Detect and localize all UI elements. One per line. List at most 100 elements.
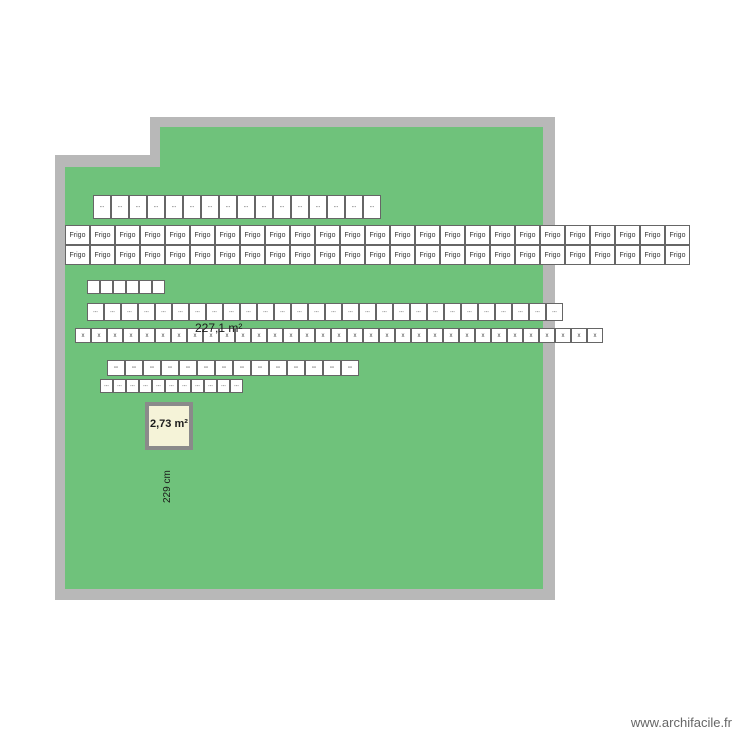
unit-cell: Frigo: [115, 245, 140, 265]
unit-cell: Frigo: [215, 225, 240, 245]
unit-cell: ⸱⸱⸱: [363, 195, 381, 219]
unit-cell: Frigo: [565, 245, 590, 265]
floorplan: ⸱⸱⸱⸱⸱⸱⸱⸱⸱⸱⸱⸱⸱⸱⸱⸱⸱⸱⸱⸱⸱⸱⸱⸱⸱⸱⸱⸱⸱⸱⸱⸱⸱⸱⸱⸱⸱⸱⸱⸱…: [65, 125, 565, 600]
unit-cell: Frigo: [240, 245, 265, 265]
unit-cell: ⸱⸱⸱: [138, 303, 155, 321]
unit-cell: Frigo: [590, 245, 615, 265]
unit-cell: x: [283, 328, 299, 343]
unit-cell: x: [475, 328, 491, 343]
unit-cell: x: [587, 328, 603, 343]
unit-cell: ⸱⸱⸱: [427, 303, 444, 321]
unit-cell: ⸱⸱⸱: [155, 303, 172, 321]
unit-cell: Frigo: [265, 225, 290, 245]
unit-cell: Frigo: [315, 225, 340, 245]
unit-cell: Frigo: [240, 225, 265, 245]
unit-cell: ▫▫: [179, 360, 197, 376]
small-room-dim: 229 cm: [162, 470, 173, 503]
unit-cell: Frigo: [565, 225, 590, 245]
main-area-label: 227,1 m²: [195, 321, 242, 335]
unit-cell: ⸱⸱⸱: [139, 379, 152, 393]
unit-cell: ⸱⸱⸱: [255, 195, 273, 219]
unit-cell: ⸱⸱⸱: [327, 195, 345, 219]
unit-cell: Frigo: [190, 245, 215, 265]
unit-cell: Frigo: [415, 245, 440, 265]
unit-cell: Frigo: [165, 245, 190, 265]
unit-cell: x: [379, 328, 395, 343]
unit-cell: ⸱⸱⸱: [342, 303, 359, 321]
unit-cell: Frigo: [365, 225, 390, 245]
unit-cell: ⸱⸱⸱: [172, 303, 189, 321]
row-hobs: ▫▫▫▫▫▫▫▫▫▫▫▫▫▫▫▫▫▫▫▫▫▫▫▫▫▫▫▫: [107, 360, 359, 376]
unit-cell: ⸱⸱⸱: [126, 379, 139, 393]
unit-cell: ⸱⸱⸱: [273, 195, 291, 219]
unit-cell: x: [539, 328, 555, 343]
unit-cell: x: [411, 328, 427, 343]
unit-cell: x: [363, 328, 379, 343]
unit-cell: ⸱⸱⸱: [291, 195, 309, 219]
unit-cell: ⸱⸱⸱: [104, 303, 121, 321]
watermark-link[interactable]: www.archifacile.fr: [631, 715, 732, 730]
unit-cell: Frigo: [490, 225, 515, 245]
unit-cell: ▫▫: [233, 360, 251, 376]
unit-cell: ⸱⸱⸱: [325, 303, 342, 321]
unit-cell: Frigo: [640, 225, 665, 245]
unit-cell: ⸱⸱⸱: [201, 195, 219, 219]
row-dots-b: xxxxxxxxxxxxxxxxxxxxxxxxxxxxxxxxx: [75, 328, 603, 343]
unit-cell: [139, 280, 152, 294]
unit-cell: ▫▫: [269, 360, 287, 376]
unit-cell: x: [427, 328, 443, 343]
unit-cell: ⸱⸱⸱: [495, 303, 512, 321]
unit-cell: x: [267, 328, 283, 343]
unit-cell: ⸱⸱⸱: [178, 379, 191, 393]
unit-cell: Frigo: [165, 225, 190, 245]
unit-cell: Frigo: [440, 225, 465, 245]
unit-cell: ⸱⸱⸱: [111, 195, 129, 219]
unit-cell: ⸱⸱⸱: [230, 379, 243, 393]
unit-cell: ⸱⸱⸱: [204, 379, 217, 393]
unit-cell: Frigo: [65, 225, 90, 245]
unit-cell: Frigo: [390, 245, 415, 265]
unit-cell: ⸱⸱⸱: [393, 303, 410, 321]
unit-cell: Frigo: [465, 245, 490, 265]
unit-cell: Frigo: [540, 245, 565, 265]
unit-cell: ▫▫: [341, 360, 359, 376]
unit-cell: ▫▫: [143, 360, 161, 376]
unit-cell: [126, 280, 139, 294]
unit-cell: Frigo: [340, 225, 365, 245]
unit-cell: ▫▫: [107, 360, 125, 376]
unit-cell: ⸱⸱⸱: [410, 303, 427, 321]
unit-cell: ⸱⸱⸱: [191, 379, 204, 393]
unit-cell: ⸱⸱⸱: [183, 195, 201, 219]
unit-cell: x: [139, 328, 155, 343]
unit-cell: ⸱⸱⸱: [100, 379, 113, 393]
unit-cell: ⸱⸱⸱: [237, 195, 255, 219]
unit-cell: Frigo: [665, 245, 690, 265]
unit-cell: ▫▫: [161, 360, 179, 376]
unit-cell: ⸱⸱⸱: [529, 303, 546, 321]
unit-cell: ⸱⸱⸱: [223, 303, 240, 321]
unit-cell: x: [523, 328, 539, 343]
unit-cell: Frigo: [90, 225, 115, 245]
unit-cell: ⸱⸱⸱: [461, 303, 478, 321]
unit-cell: ⸱⸱⸱: [121, 303, 138, 321]
unit-cell: [152, 280, 165, 294]
unit-cell: [113, 280, 126, 294]
unit-cell: x: [315, 328, 331, 343]
unit-cell: Frigo: [365, 245, 390, 265]
unit-cell: Frigo: [290, 245, 315, 265]
unit-cell: ▫▫: [125, 360, 143, 376]
unit-cell: ▫▫: [251, 360, 269, 376]
unit-cell: [87, 280, 100, 294]
unit-cell: ⸱⸱⸱: [291, 303, 308, 321]
unit-cell: ▫▫: [215, 360, 233, 376]
unit-cell: ⸱⸱⸱: [87, 303, 104, 321]
unit-cell: ⸱⸱⸱: [309, 195, 327, 219]
unit-cell: Frigo: [515, 245, 540, 265]
unit-cell: ⸱⸱⸱: [152, 379, 165, 393]
unit-cell: x: [491, 328, 507, 343]
unit-cell: Frigo: [215, 245, 240, 265]
unit-cell: ⸱⸱⸱: [376, 303, 393, 321]
unit-cell: ⸱⸱⸱: [478, 303, 495, 321]
unit-cell: x: [155, 328, 171, 343]
small-room-area: 2,73 m²: [150, 418, 188, 430]
